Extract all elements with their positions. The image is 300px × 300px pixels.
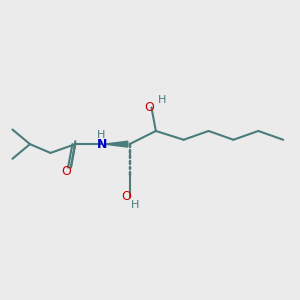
Text: H: H <box>97 130 105 140</box>
Text: N: N <box>97 138 107 151</box>
Text: O: O <box>121 190 131 203</box>
Text: O: O <box>61 166 71 178</box>
Text: O: O <box>144 101 154 114</box>
Text: H: H <box>158 95 166 105</box>
Text: H: H <box>131 200 140 210</box>
Polygon shape <box>104 141 128 147</box>
